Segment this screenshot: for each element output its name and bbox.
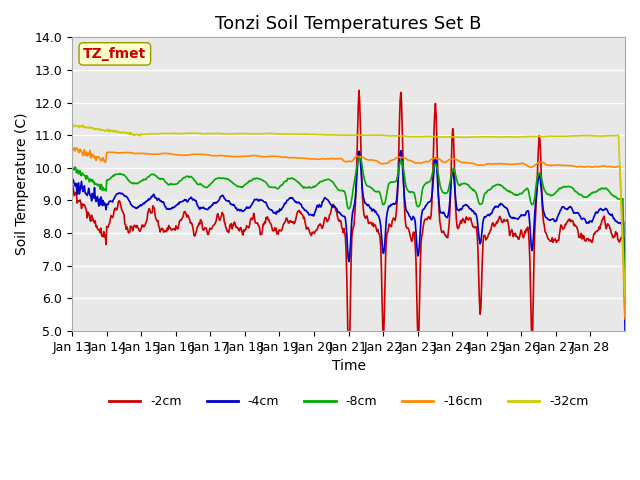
-8cm bbox=[262, 180, 270, 185]
-2cm bbox=[235, 228, 243, 233]
-4cm bbox=[397, 148, 404, 154]
-32cm bbox=[70, 122, 78, 128]
-16cm bbox=[284, 155, 291, 160]
-4cm bbox=[235, 206, 243, 212]
-8cm bbox=[235, 184, 243, 190]
-4cm bbox=[133, 205, 141, 211]
-8cm bbox=[621, 306, 629, 312]
-2cm bbox=[438, 229, 445, 235]
Line: -2cm: -2cm bbox=[72, 90, 625, 365]
-16cm bbox=[72, 145, 80, 151]
-8cm bbox=[283, 178, 291, 183]
-32cm bbox=[406, 133, 414, 139]
-32cm bbox=[437, 134, 445, 140]
-2cm bbox=[133, 223, 141, 228]
-32cm bbox=[621, 294, 629, 300]
-32cm bbox=[134, 132, 141, 137]
-2cm bbox=[68, 190, 76, 195]
-32cm bbox=[236, 131, 243, 136]
-8cm bbox=[68, 166, 76, 172]
-4cm bbox=[262, 200, 270, 205]
-4cm bbox=[283, 197, 291, 203]
-32cm bbox=[263, 131, 271, 136]
Legend: -2cm, -4cm, -8cm, -16cm, -32cm: -2cm, -4cm, -8cm, -16cm, -32cm bbox=[104, 390, 593, 413]
-16cm bbox=[134, 151, 141, 156]
-2cm bbox=[262, 215, 270, 220]
-8cm bbox=[133, 180, 141, 186]
-4cm bbox=[68, 177, 76, 182]
Line: -32cm: -32cm bbox=[72, 125, 625, 297]
-4cm bbox=[621, 327, 629, 333]
-4cm bbox=[406, 214, 414, 220]
-4cm bbox=[437, 210, 445, 216]
-32cm bbox=[68, 123, 76, 129]
-2cm bbox=[283, 216, 291, 221]
-16cm bbox=[437, 157, 445, 163]
Line: -4cm: -4cm bbox=[72, 151, 625, 330]
-2cm bbox=[345, 362, 353, 368]
-32cm bbox=[284, 131, 291, 137]
-2cm bbox=[407, 236, 415, 242]
-16cm bbox=[236, 154, 243, 159]
Text: TZ_fmet: TZ_fmet bbox=[83, 47, 147, 61]
Line: -8cm: -8cm bbox=[72, 157, 625, 309]
Title: Tonzi Soil Temperatures Set B: Tonzi Soil Temperatures Set B bbox=[216, 15, 482, 33]
-16cm bbox=[263, 154, 271, 159]
-8cm bbox=[437, 186, 445, 192]
-2cm bbox=[621, 320, 629, 325]
-8cm bbox=[406, 190, 414, 195]
-16cm bbox=[406, 158, 414, 164]
Y-axis label: Soil Temperature (C): Soil Temperature (C) bbox=[15, 113, 29, 255]
Line: -16cm: -16cm bbox=[72, 148, 625, 319]
-2cm bbox=[355, 87, 363, 93]
-16cm bbox=[621, 316, 629, 322]
-16cm bbox=[68, 148, 76, 154]
X-axis label: Time: Time bbox=[332, 359, 365, 373]
-8cm bbox=[355, 154, 363, 160]
